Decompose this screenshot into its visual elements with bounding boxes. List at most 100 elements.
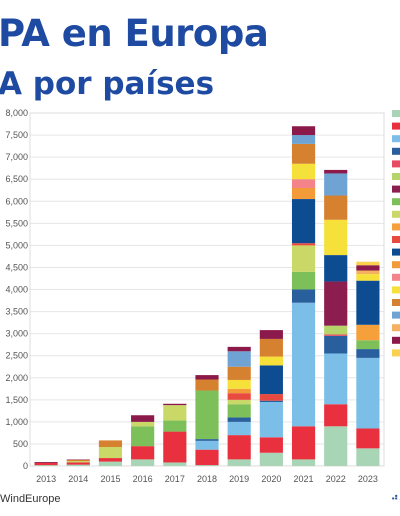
bar-segment bbox=[66, 462, 90, 465]
bar-segment bbox=[98, 447, 123, 459]
bar-segment bbox=[66, 459, 90, 462]
x-tick-label: 2017 bbox=[165, 474, 185, 484]
legend-swatch bbox=[392, 349, 400, 357]
bar-segment bbox=[227, 346, 251, 352]
x-tick-label: 2023 bbox=[358, 474, 378, 484]
legend-swatch bbox=[392, 147, 400, 155]
bar-segment bbox=[356, 340, 380, 350]
bar-segment bbox=[356, 261, 380, 266]
y-tick-label: 2,000 bbox=[5, 373, 28, 383]
x-axis: 2013 2014 2015 2016 2017 2018 2019 2020 2021 2022… bbox=[36, 474, 378, 484]
bar-segment bbox=[291, 459, 316, 466]
bar-segment bbox=[324, 169, 348, 174]
bar-segment bbox=[131, 459, 155, 466]
bar-segment bbox=[324, 173, 348, 196]
bar-segment bbox=[34, 465, 58, 466]
bar-segment bbox=[324, 255, 348, 282]
bar-segment bbox=[131, 421, 155, 427]
bar-segment bbox=[324, 219, 348, 256]
bar-segment bbox=[356, 265, 380, 271]
bar-segment bbox=[291, 289, 316, 303]
bar-segment bbox=[356, 428, 380, 449]
bar-segment bbox=[163, 462, 187, 466]
y-tick-label: 8,000 bbox=[5, 108, 28, 118]
x-tick-label: 2019 bbox=[229, 474, 249, 484]
legend-swatch bbox=[392, 223, 400, 231]
bar-segment bbox=[227, 388, 251, 394]
bar-segment bbox=[291, 179, 316, 189]
y-tick-label: 500 bbox=[13, 439, 28, 449]
x-tick-label: 2015 bbox=[100, 474, 120, 484]
bar-segment bbox=[259, 338, 283, 357]
chart-bars bbox=[34, 126, 380, 466]
bar-segment bbox=[195, 440, 219, 450]
bar-segment bbox=[227, 393, 251, 400]
bar-segment bbox=[163, 405, 187, 421]
x-tick-label: 2013 bbox=[36, 474, 56, 484]
bar-segment bbox=[356, 349, 380, 358]
bar-segment bbox=[227, 399, 251, 405]
y-axis: 0 500 1,000 1,500 2,000 2,500 3,000 3,500 4,000 4… bbox=[5, 108, 28, 471]
bar-segment bbox=[227, 459, 251, 466]
bar-segment bbox=[291, 163, 316, 180]
legend-swatch bbox=[392, 261, 400, 269]
bar-segment bbox=[131, 415, 155, 422]
y-tick-label: 1,500 bbox=[5, 395, 28, 405]
bar-segment bbox=[324, 334, 348, 336]
bar-segment bbox=[98, 461, 123, 466]
y-tick-label: 0 bbox=[23, 461, 28, 471]
bar-segment bbox=[131, 446, 155, 460]
bar-segment bbox=[98, 458, 123, 462]
bar-segment bbox=[195, 449, 219, 466]
bar-segment bbox=[131, 426, 155, 447]
bar-segment bbox=[356, 274, 380, 281]
legend-swatch bbox=[392, 236, 400, 243]
bar-segment bbox=[66, 464, 90, 466]
bar-segment bbox=[259, 394, 283, 401]
legend bbox=[392, 110, 400, 357]
y-tick-label: 7,500 bbox=[5, 130, 28, 140]
bar-segment bbox=[356, 448, 380, 466]
legend-swatch bbox=[392, 135, 400, 143]
source-label: WindEurope bbox=[0, 493, 61, 505]
legend-swatch bbox=[392, 311, 400, 319]
bar-segment bbox=[291, 126, 316, 136]
legend-swatch bbox=[392, 299, 400, 306]
y-tick-label: 7,000 bbox=[5, 152, 28, 162]
bar-segment bbox=[324, 426, 348, 466]
y-tick-label: 5,000 bbox=[5, 240, 28, 250]
bar-segment bbox=[227, 435, 251, 460]
bar-segment bbox=[259, 330, 283, 339]
x-tick-label: 2018 bbox=[197, 474, 217, 484]
bar-segment bbox=[291, 243, 316, 246]
bar-segment bbox=[259, 402, 283, 438]
bar-segment bbox=[356, 280, 380, 325]
bar-segment bbox=[291, 302, 316, 427]
bar-segment bbox=[324, 335, 348, 354]
bar-segment bbox=[259, 365, 283, 395]
legend-swatch bbox=[392, 324, 400, 332]
y-tick-label: 4,000 bbox=[5, 285, 28, 295]
legend-swatch bbox=[392, 198, 400, 206]
bar-segment bbox=[259, 356, 283, 366]
bar-segment bbox=[227, 404, 251, 418]
bar-segment bbox=[227, 351, 251, 367]
bar-segment bbox=[66, 461, 90, 463]
bar-segment bbox=[98, 440, 123, 448]
bar-segment bbox=[227, 366, 251, 380]
x-tick-label: 2014 bbox=[68, 474, 88, 484]
bar-segment bbox=[324, 404, 348, 427]
x-tick-label: 2020 bbox=[261, 474, 281, 484]
bar-segment bbox=[324, 195, 348, 220]
bar-segment bbox=[195, 390, 219, 440]
y-tick-label: 3,000 bbox=[5, 329, 28, 339]
bar-segment bbox=[291, 271, 316, 290]
y-tick-label: 2,500 bbox=[5, 351, 28, 361]
legend-swatch bbox=[392, 160, 400, 168]
brand-logo: ⠴AE bbox=[391, 488, 400, 504]
x-tick-label: 2021 bbox=[294, 474, 314, 484]
bar-segment bbox=[324, 281, 348, 326]
bar-segment bbox=[291, 426, 316, 460]
legend-swatch bbox=[392, 336, 400, 344]
